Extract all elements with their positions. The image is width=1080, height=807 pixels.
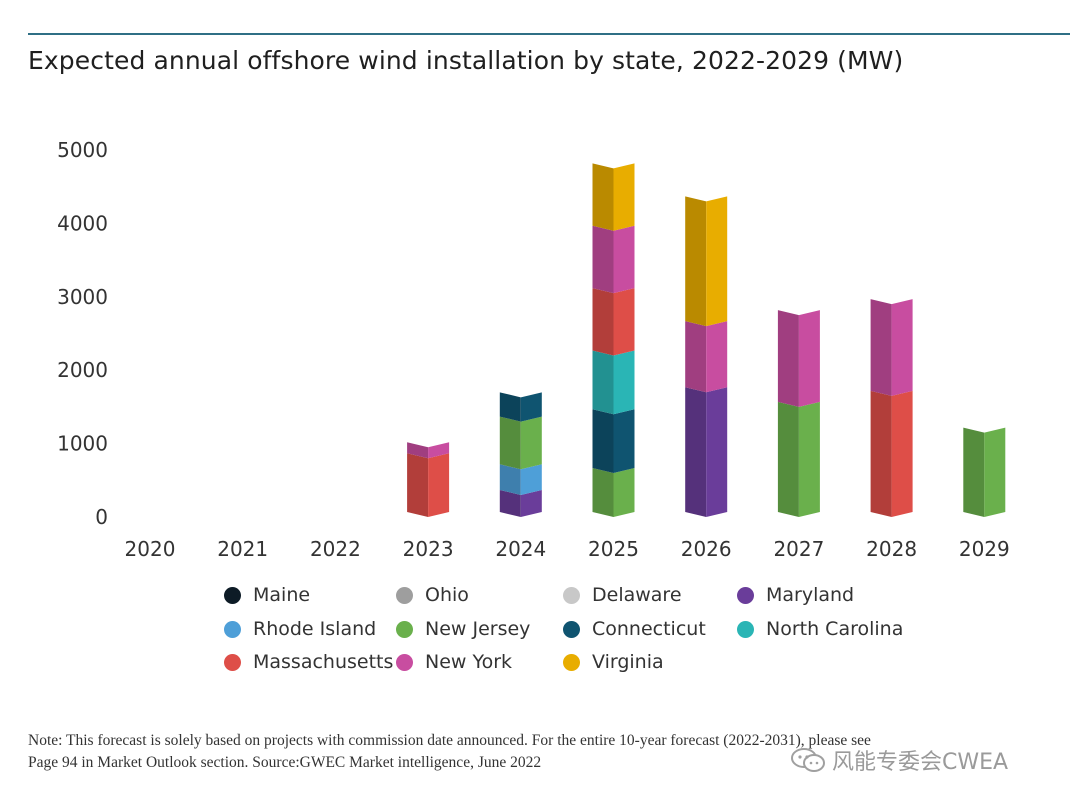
bar-segment-maryland-2026 xyxy=(685,387,728,517)
bar-segment-north-carolina-2025 xyxy=(592,350,635,415)
y-tick-label: 5000 xyxy=(57,138,108,162)
legend-item-virginia: Virginia xyxy=(563,651,664,673)
x-tick-label: 2026 xyxy=(681,537,732,561)
top-rule xyxy=(28,33,1070,35)
x-tick-label: 2024 xyxy=(495,537,546,561)
y-tick-label: 1000 xyxy=(57,432,108,456)
legend-label: New Jersey xyxy=(425,618,531,640)
bar-segment-maryland-2024 xyxy=(499,489,542,517)
bar-segment-virginia-2025 xyxy=(592,163,635,231)
legend-item-maine: Maine xyxy=(224,584,310,606)
legend-swatch xyxy=(224,653,241,671)
legend-swatch xyxy=(563,620,580,638)
legend-item-massachusetts: Massachusetts xyxy=(224,651,393,673)
legend-label: Ohio xyxy=(425,584,469,606)
x-tick-label: 2027 xyxy=(773,537,824,561)
bar-segment-connecticut-2024 xyxy=(499,392,542,422)
bars xyxy=(407,163,1006,517)
bar-segment-new-york-2025 xyxy=(592,225,635,294)
footnote-line-2: Page 94 in Market Outlook section. Sourc… xyxy=(28,754,542,771)
y-tick-label: 0 xyxy=(95,505,108,529)
y-tick-label: 2000 xyxy=(57,358,108,382)
bar-segment-rhode-island-2024 xyxy=(499,464,542,495)
bar-segment-new-york-2028 xyxy=(870,299,913,396)
legend-swatch xyxy=(396,653,413,671)
bar-segment-new-york-2023 xyxy=(407,442,450,459)
footnote: Note: This forecast is solely based on p… xyxy=(28,730,1028,774)
legend-swatch xyxy=(396,586,413,604)
legend-swatch xyxy=(396,620,413,638)
legend-item-new-york: New York xyxy=(396,651,512,673)
legend-item-north-carolina: North Carolina xyxy=(737,618,903,640)
watermark: 风能专委会CWEA xyxy=(790,744,1008,776)
legend-swatch xyxy=(224,586,241,604)
legend-label: Rhode Island xyxy=(253,618,377,640)
x-tick-label: 2022 xyxy=(310,537,361,561)
bar-segment-connecticut-2025 xyxy=(592,409,635,473)
bar-segment-new-york-2026 xyxy=(685,321,728,393)
legend-label: Massachusetts xyxy=(253,651,394,673)
chat-bubble-icon xyxy=(791,748,825,772)
bar-segment-massachusetts-2028 xyxy=(870,390,913,517)
footnote-line-1: Note: This forecast is solely based on p… xyxy=(28,732,871,749)
legend-swatch xyxy=(563,653,580,671)
legend-label: Maine xyxy=(253,584,311,606)
legend-label: Delaware xyxy=(592,584,682,606)
bar-segment-new-jersey-2027 xyxy=(777,401,820,517)
bar-segment-new-jersey-2025 xyxy=(592,467,635,517)
bar-segment-new-jersey-2024 xyxy=(499,416,542,470)
legend-item-new-jersey: New Jersey xyxy=(396,618,530,640)
y-axis: 5000 4000 3000 2000 1000 0 xyxy=(57,138,108,529)
bar-segment-new-york-2027 xyxy=(777,310,820,407)
bar-segment-virginia-2026 xyxy=(685,196,728,327)
chart-title: Expected annual offshore wind installati… xyxy=(28,46,904,75)
legend-swatch xyxy=(737,586,754,604)
x-tick-label: 2021 xyxy=(217,537,268,561)
legend-item-delaware: Delaware xyxy=(563,584,682,606)
legend-label: Maryland xyxy=(766,584,855,606)
legend-swatch xyxy=(737,620,754,638)
legend-swatch xyxy=(563,586,580,604)
watermark-text: 风能专委会CWEA xyxy=(832,750,1009,775)
x-tick-label: 2023 xyxy=(403,537,454,561)
x-tick-label: 2025 xyxy=(588,537,639,561)
legend-item-ohio: Ohio xyxy=(396,584,469,606)
y-tick-label: 4000 xyxy=(57,211,108,235)
legend-swatch xyxy=(224,620,241,638)
x-tick-label: 2028 xyxy=(866,537,917,561)
legend-item-rhode-island: Rhode Island xyxy=(224,618,376,640)
legend-item-maryland: Maryland xyxy=(737,584,854,606)
legend-label: New York xyxy=(425,651,513,673)
y-tick-label: 3000 xyxy=(57,285,108,309)
bar-segment-new-jersey-2029 xyxy=(963,427,1006,517)
legend-label: Connecticut xyxy=(592,618,706,640)
legend-item-connecticut: Connecticut xyxy=(563,618,706,640)
x-tick-label: 2029 xyxy=(959,537,1010,561)
x-tick-label: 2020 xyxy=(125,537,176,561)
legend-label: Virginia xyxy=(592,651,664,673)
bar-segment-massachusetts-2025 xyxy=(592,288,635,356)
x-axis: 2020 2021 2022 2023 2024 2025 2026 2027 2028 2029 xyxy=(125,537,1010,561)
bar-segment-massachusetts-2023 xyxy=(407,453,450,517)
legend-label: North Carolina xyxy=(766,618,904,640)
